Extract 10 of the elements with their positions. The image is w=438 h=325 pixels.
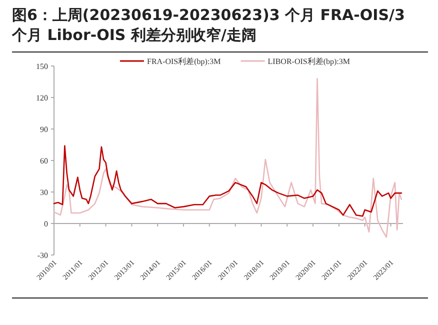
y-tick-label: 150 (36, 62, 48, 71)
legend-label: FRA-OIS利差(bp):3M (147, 57, 221, 66)
y-tick-label: 120 (36, 94, 48, 102)
y-tick-label: 60 (40, 156, 48, 166)
y-tick-label: 90 (40, 125, 48, 134)
legend-label: LIBOR-OIS利差(bp):3M (268, 57, 350, 66)
y-tick-label: -30 (37, 251, 48, 260)
y-tick-label: 0 (44, 220, 48, 228)
y-tick-label: 30 (40, 188, 48, 197)
title: 图6：上周(20230619-20230623)3 个月 FRA-OIS/3 个月 Libor-OIS 利差分别收窄/走阔 (12, 6, 405, 44)
